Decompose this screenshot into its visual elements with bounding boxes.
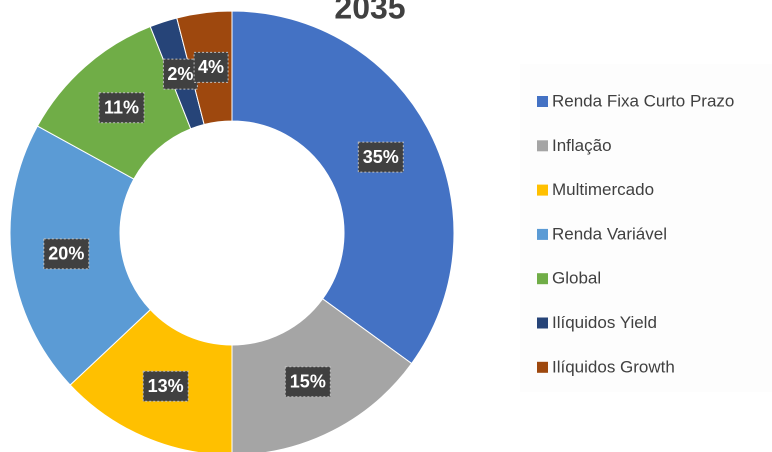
chart-title: 2035 — [334, 0, 405, 25]
data-label: 11% — [104, 97, 139, 117]
data-label: 20% — [48, 244, 84, 264]
data-label-box — [162, 58, 198, 90]
legend-label: Global — [552, 269, 601, 288]
legend-label: Ilíquidos Growth — [552, 357, 675, 376]
data-label: 35% — [363, 147, 399, 167]
data-label-box — [284, 366, 331, 398]
data-label-box — [98, 92, 145, 124]
data-label-box — [357, 141, 404, 173]
data-label-box — [193, 51, 229, 83]
data-label: 13% — [148, 376, 184, 396]
legend-label: Ilíquidos Yield — [552, 313, 657, 332]
legend-swatch — [537, 228, 548, 240]
data-label: 2% — [167, 64, 193, 84]
legend-label: Renda Variável — [552, 224, 667, 243]
legend-box — [520, 64, 772, 392]
legend-swatch — [537, 140, 548, 152]
data-label-box — [43, 238, 90, 270]
legend-swatch — [537, 361, 548, 373]
legend-swatch — [537, 184, 548, 196]
legend-label: Multimercado — [552, 180, 654, 199]
data-label: 15% — [290, 372, 326, 392]
legend-label: Inflação — [552, 136, 612, 155]
data-label-box — [142, 370, 189, 402]
legend-swatch — [537, 96, 548, 107]
data-label: 4% — [198, 57, 224, 77]
donut-slice — [231, 10, 455, 365]
legend-swatch — [537, 317, 548, 329]
legend-label: Renda Fixa Curto Prazo — [552, 91, 734, 110]
legend-swatch — [537, 273, 548, 285]
